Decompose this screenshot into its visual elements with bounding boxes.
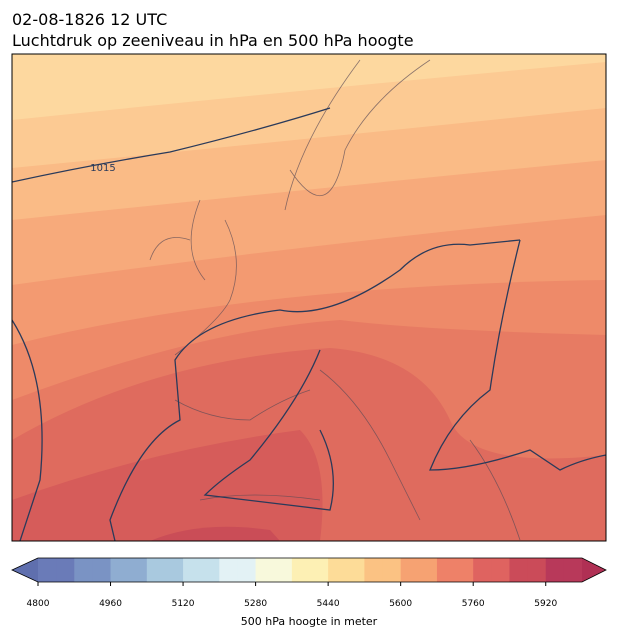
colorbar-segment <box>328 558 347 582</box>
colorbar-tick-label: 5280 <box>244 599 267 609</box>
colorbar-segment <box>237 558 257 582</box>
title: Luchtdruk op zeeniveau in hPa en 500 hPa… <box>12 31 414 50</box>
colorbar-segment <box>400 558 420 582</box>
colorbar-segment <box>164 558 184 582</box>
colorbar-segment <box>436 558 456 582</box>
colorbar-segment <box>509 558 529 582</box>
colorbar-segment <box>38 558 57 582</box>
colorbar-segment <box>128 558 148 582</box>
colorbar-segment <box>364 558 384 582</box>
contour-label: 1015 <box>90 163 115 174</box>
colorbar-segment <box>491 558 510 582</box>
colorbar-tick-label: 5760 <box>462 599 485 609</box>
colorbar-segment <box>56 558 75 582</box>
colorbar-segment <box>183 558 202 582</box>
colorbar-tick-label: 5600 <box>389 599 412 609</box>
colorbar-segment <box>273 558 293 582</box>
colorbar-extend-low <box>12 558 38 582</box>
colorbar-segment <box>74 558 93 582</box>
map-frame <box>11 53 607 542</box>
colorbar-segment <box>382 558 402 582</box>
colorbar-segment <box>219 558 238 582</box>
colorbar-segment <box>92 558 112 582</box>
colorbar: 4800 4960 5120 5280 5440 5600 5760 5920 <box>11 557 607 609</box>
coastlines <box>149 59 521 541</box>
colorbar-segment <box>418 558 438 582</box>
colorbar-segment <box>310 558 329 582</box>
colorbar-segment <box>527 558 547 582</box>
colorbar-tick-label: 5440 <box>317 599 340 609</box>
colorbar-segment <box>146 558 166 582</box>
colorbar-segment <box>291 558 311 582</box>
colorbar-segment <box>201 558 220 582</box>
colorbar-tick-label: 4800 <box>27 599 50 609</box>
colorbar-segment <box>473 558 492 582</box>
colorbar-outline <box>11 557 607 583</box>
colorbar-extend-high <box>582 558 606 582</box>
colorbar-tick-label: 5120 <box>172 599 195 609</box>
colorbar-segment <box>545 558 565 582</box>
colorbar-segment <box>110 558 130 582</box>
date-title: 02-08-1826 12 UTC <box>12 10 167 29</box>
colorbar-segment <box>346 558 365 582</box>
colorbar-segment <box>255 558 275 582</box>
map: 1015 <box>12 54 606 541</box>
colorbar-segment <box>455 558 474 582</box>
colorbar-segment <box>563 558 583 582</box>
isobars <box>12 107 606 541</box>
colorbar-tick-label: 5920 <box>534 599 557 609</box>
colorbar-tick-label: 4960 <box>99 599 122 609</box>
colorbar-label: 500 hPa hoogte in meter <box>241 615 378 628</box>
